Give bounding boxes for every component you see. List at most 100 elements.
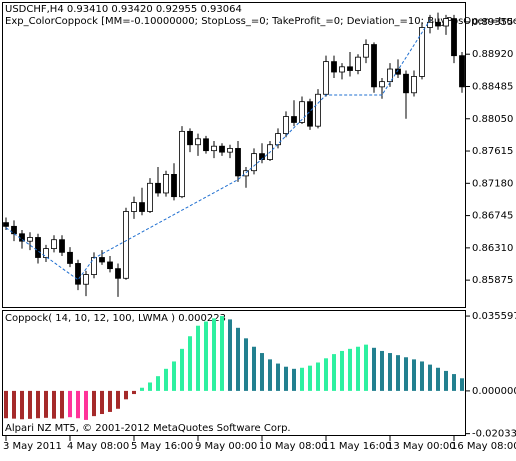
- y-tick-label: 0.035597: [472, 311, 516, 322]
- candle-body: [331, 61, 337, 73]
- histogram-bar: [108, 390, 112, 412]
- candle-body: [11, 225, 17, 235]
- histogram-bar: [364, 344, 368, 391]
- histogram-bar: [284, 366, 288, 391]
- candle-body: [307, 101, 313, 127]
- histogram-bar: [340, 350, 344, 391]
- candle-body: [275, 133, 281, 146]
- candle-body: [435, 21, 441, 27]
- candle-body: [163, 174, 169, 194]
- histogram-bar: [164, 368, 168, 391]
- histogram-bar: [196, 325, 200, 391]
- candle-body: [139, 202, 145, 212]
- x-tick-label: 3 May 2011: [3, 441, 62, 452]
- candle-body: [235, 148, 241, 177]
- candle-body: [59, 239, 65, 253]
- histogram-bar: [460, 378, 464, 391]
- y-tick-label: 0.88920: [472, 49, 513, 60]
- candle-body: [459, 55, 465, 88]
- histogram-bar: [380, 350, 384, 391]
- candle-body: [43, 248, 49, 258]
- histogram-bar: [428, 364, 432, 391]
- candle-body: [339, 66, 345, 73]
- x-tick-label: 11 May 16:00: [323, 441, 392, 452]
- candle-body: [427, 21, 433, 28]
- y-tick-label: 0.88485: [472, 81, 513, 92]
- y-tick-label: 0.85875: [472, 275, 513, 286]
- histogram-bar: [388, 353, 392, 391]
- candle-body: [299, 101, 305, 123]
- candle-body: [323, 61, 329, 95]
- candle-body: [363, 44, 369, 58]
- y-tick-label: 0.87615: [472, 146, 513, 157]
- trail-line: [5, 19, 431, 281]
- candle-body: [107, 261, 113, 270]
- candle-body: [51, 239, 57, 250]
- candle-body: [155, 182, 161, 194]
- candle-body: [115, 268, 121, 279]
- histogram-bar: [228, 319, 232, 391]
- candle-body: [347, 66, 353, 71]
- candle-body: [83, 274, 89, 285]
- x-tick-label: 4 May 08:00: [67, 441, 129, 452]
- candle-body: [283, 116, 289, 134]
- histogram-bar: [452, 374, 456, 391]
- candle-body: [27, 237, 33, 242]
- histogram-bar: [348, 348, 352, 391]
- candle-body: [203, 138, 209, 152]
- candle-body: [355, 56, 361, 71]
- y-tick-label: 0.86310: [472, 243, 513, 254]
- candle-body: [131, 202, 137, 212]
- histogram-bar: [260, 353, 264, 391]
- histogram-bar: [60, 390, 64, 419]
- indicator-title: Coppock( 14, 10, 12, 100, LWMA ) 0.00022…: [5, 313, 226, 324]
- candle-body: [411, 76, 417, 94]
- histogram-bar: [20, 390, 24, 420]
- histogram-bar: [420, 361, 424, 391]
- histogram-bar: [156, 376, 160, 391]
- candle-body: [403, 73, 409, 94]
- histogram-bar: [220, 316, 224, 391]
- candle-body: [195, 138, 201, 146]
- histogram-bar: [92, 390, 96, 417]
- x-tick-label: 10 May 08:00: [259, 441, 328, 452]
- candle-body: [443, 18, 449, 27]
- histogram-bar: [396, 355, 400, 391]
- histogram-bar: [76, 390, 80, 419]
- histogram-bar: [276, 363, 280, 391]
- y-tick-label: 0.86745: [472, 211, 513, 222]
- histogram-bar: [36, 390, 40, 419]
- candle-body: [179, 130, 185, 198]
- histogram-bar: [412, 359, 416, 391]
- histogram-bar: [84, 390, 88, 420]
- candle-body: [243, 170, 249, 177]
- y-tick-label: 0.88050: [472, 114, 513, 125]
- candle-body: [99, 257, 105, 263]
- candle-body: [171, 174, 177, 198]
- indicator-panel: [2, 310, 466, 436]
- histogram-bar: [188, 336, 192, 391]
- candle-body: [451, 18, 457, 57]
- candle-body: [371, 44, 377, 88]
- candle-body: [67, 251, 73, 264]
- candle-body: [227, 148, 233, 153]
- candle-body: [419, 27, 425, 77]
- histogram-bar: [180, 348, 184, 391]
- histogram-bar: [140, 387, 144, 391]
- candle-body: [315, 93, 321, 127]
- histogram-bar: [356, 346, 360, 391]
- histogram-bar: [124, 390, 128, 400]
- chart-subtitle: Exp_ColorCoppock [MM=-0.10000000; StopLo…: [5, 16, 516, 27]
- histogram-bar: [100, 390, 104, 415]
- histogram-bar: [116, 390, 120, 409]
- footer: Alpari NZ MT5, © 2001-2012 MetaQuotes So…: [5, 423, 291, 434]
- candle-body: [35, 237, 41, 258]
- y-tick-label: -0.020333: [472, 429, 516, 440]
- histogram-bar: [372, 347, 376, 391]
- candle-body: [187, 130, 193, 146]
- candle-body: [123, 211, 129, 279]
- histogram-bar: [68, 390, 72, 418]
- candle-body: [3, 222, 9, 227]
- histogram-bar: [324, 358, 328, 391]
